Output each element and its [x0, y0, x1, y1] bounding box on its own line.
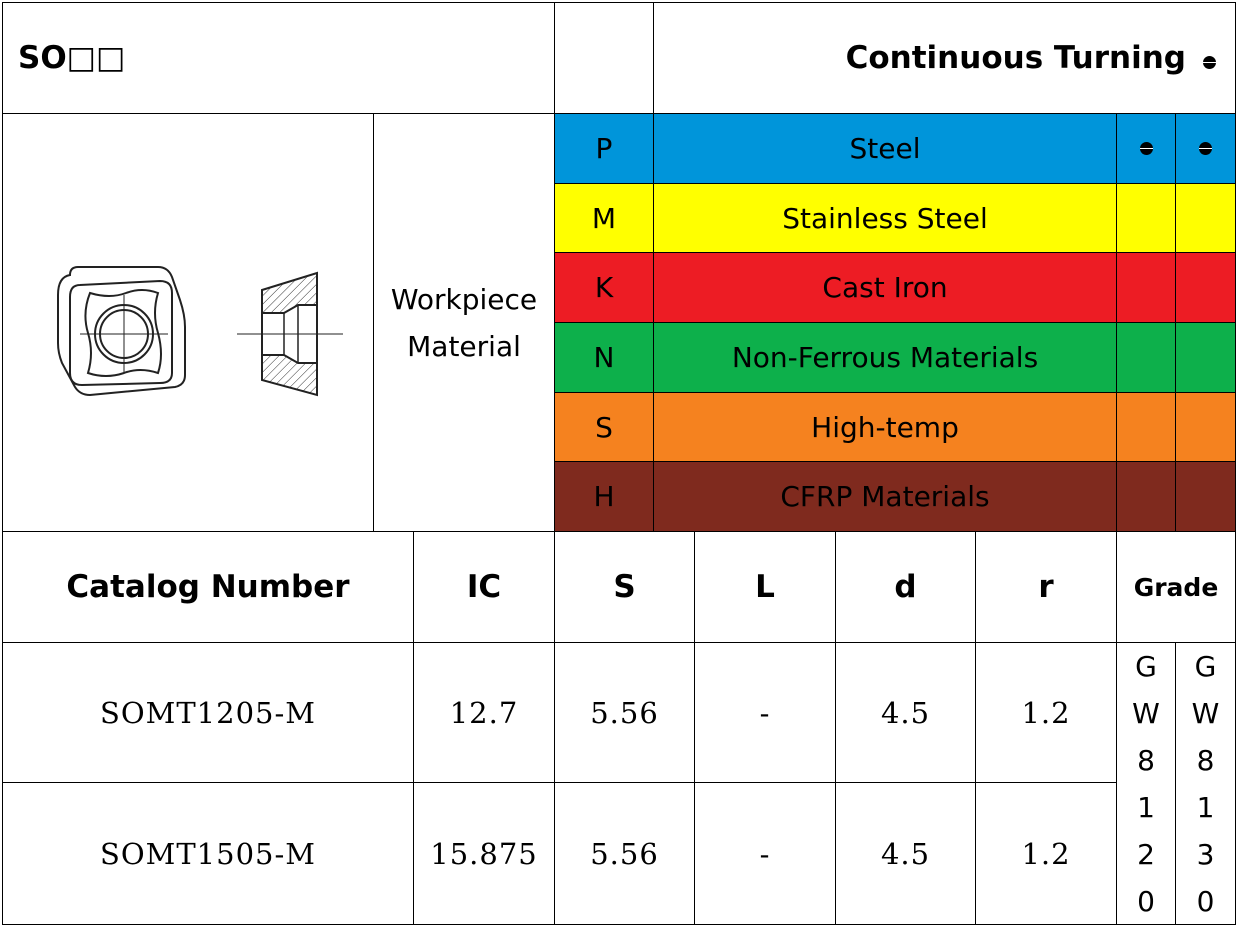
col-header-grade: Grade — [1133, 572, 1219, 602]
grade-char: 1 — [1137, 791, 1155, 824]
grade-char: G — [1135, 650, 1157, 683]
half-filled-circle-icon — [1176, 114, 1235, 183]
d-cell: 4.5 — [880, 836, 931, 871]
s-cell: 5.56 — [590, 695, 659, 730]
material-code: M — [591, 201, 617, 235]
grade-gw8120: G W 8 1 2 0 — [1117, 643, 1175, 924]
material-row-band — [555, 253, 1235, 322]
grade-char: 8 — [1137, 744, 1155, 777]
catalog-number-cell: SOMT1505-M — [100, 836, 316, 871]
material-code: N — [593, 341, 615, 374]
material-code: P — [595, 132, 613, 165]
col-header-ic: IC — [466, 569, 502, 605]
material-row-band — [555, 462, 1235, 531]
material-row-band — [555, 323, 1235, 392]
grade-char: 3 — [1196, 838, 1215, 871]
material-name: CFRP Materials — [780, 480, 990, 513]
grade-char: 8 — [1196, 744, 1215, 777]
grade-char: W — [1132, 697, 1160, 730]
material-name: Stainless Steel — [782, 201, 988, 235]
catalog-number-cell: SOMT1205-M — [100, 695, 316, 730]
insert-top-and-side-view-icon — [57, 266, 343, 397]
ic-cell: 15.875 — [430, 836, 538, 871]
col-header-catalog-number: Catalog Number — [66, 569, 350, 605]
col-header-d: d — [894, 569, 917, 605]
l-cell: - — [759, 836, 771, 871]
material-row-band — [555, 114, 1235, 183]
continuous-turning-marker-icon — [1196, 52, 1222, 72]
col-header-r: r — [1038, 569, 1054, 605]
r-cell: 1.2 — [1021, 836, 1071, 871]
grade-char: 2 — [1137, 838, 1155, 871]
d-cell: 4.5 — [880, 695, 931, 730]
material-name: Non-Ferrous Materials — [731, 341, 1039, 374]
col-header-s: S — [613, 569, 636, 605]
grade-char: 0 — [1137, 885, 1155, 918]
workpiece-material-label: Workpiece Material — [374, 114, 554, 531]
grade-char: 1 — [1196, 791, 1215, 824]
operation-title: Continuous Turning — [845, 40, 1186, 76]
ic-cell: 12.7 — [449, 695, 519, 730]
workpiece-label-line-2: Material — [407, 329, 521, 363]
l-cell: - — [759, 695, 771, 730]
workpiece-label-line-1: Workpiece — [390, 282, 538, 316]
grade-char: 0 — [1196, 885, 1215, 918]
r-cell: 1.2 — [1021, 695, 1071, 730]
material-code: H — [593, 480, 615, 513]
half-filled-circle-icon — [1117, 114, 1175, 183]
col-header-l: L — [755, 569, 775, 605]
material-row-band — [555, 393, 1235, 461]
s-cell: 5.56 — [590, 836, 659, 871]
grade-gw8130: G W 8 1 3 0 — [1176, 643, 1235, 924]
grade-char: G — [1194, 650, 1217, 683]
material-name: Cast Iron — [822, 271, 948, 304]
material-name: Steel — [849, 132, 921, 165]
material-code: K — [594, 271, 614, 304]
insert-drawing — [40, 255, 360, 415]
material-name: High-temp — [811, 410, 959, 444]
product-title: SO□□ — [18, 40, 126, 76]
material-row-band — [555, 184, 1235, 252]
material-code: S — [595, 410, 613, 444]
grade-char: W — [1191, 697, 1220, 730]
